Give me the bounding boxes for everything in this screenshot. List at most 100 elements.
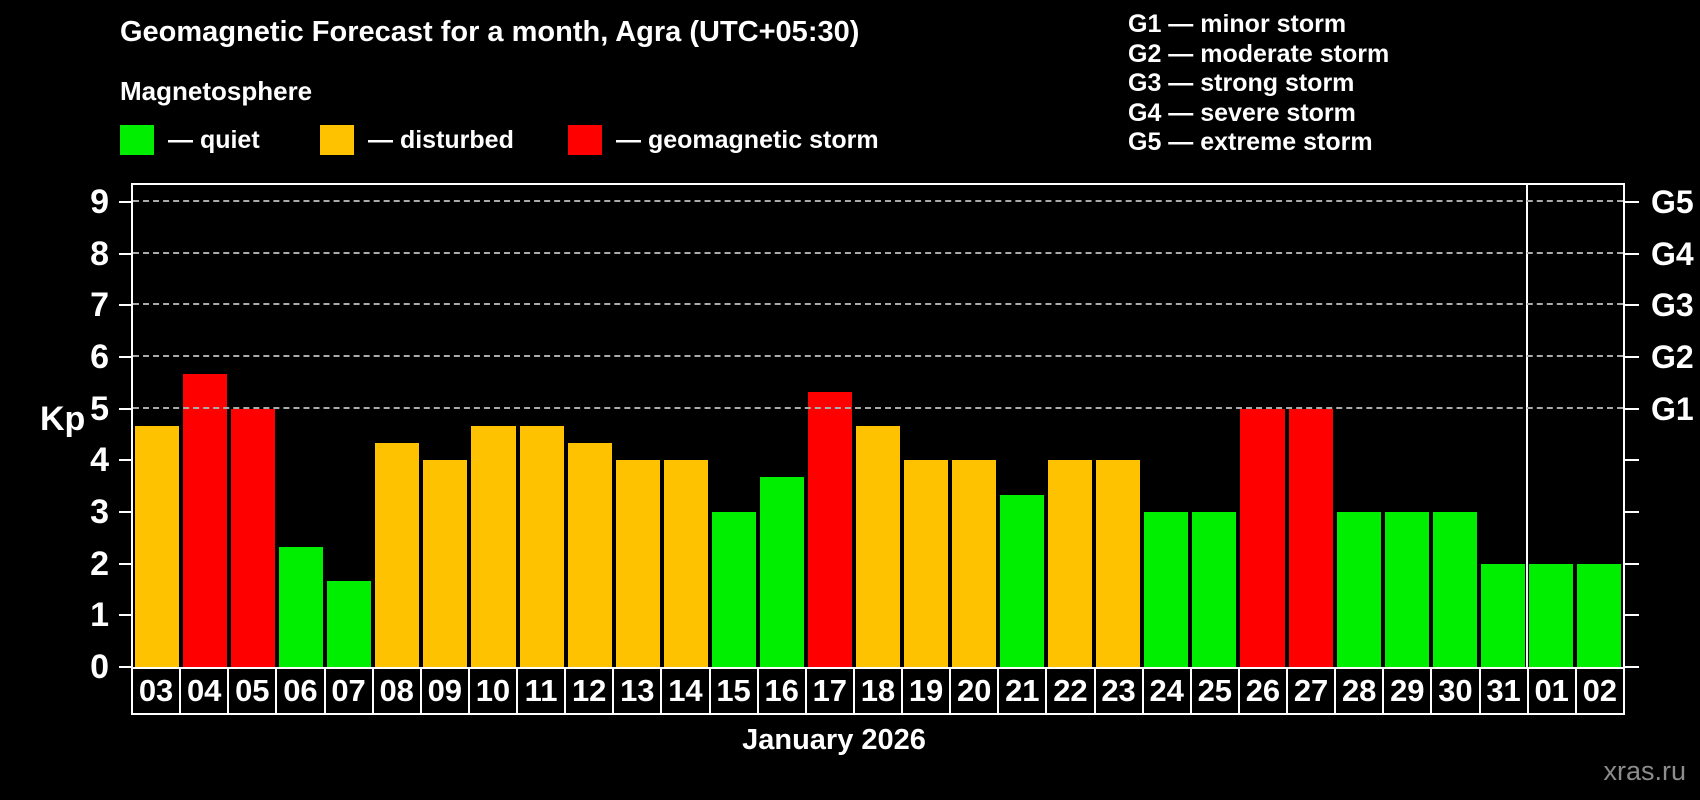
bars [135, 185, 1621, 667]
date-cell-16: 16 [756, 667, 807, 715]
right-tick-4 [1624, 459, 1639, 462]
date-cell-17: 17 [804, 667, 855, 715]
bar-day-23 [1096, 460, 1141, 667]
bar-day-10 [471, 425, 516, 667]
date-cell-25: 25 [1189, 667, 1240, 715]
date-cell-09: 09 [419, 667, 470, 715]
right-tick-6 [1624, 356, 1639, 359]
right-tick-9 [1624, 201, 1639, 204]
bar-day-14 [663, 460, 708, 667]
storm-swatch [568, 125, 602, 155]
left-tick-8 [119, 252, 132, 255]
legend-item-disturbed: — disturbed [320, 124, 514, 156]
date-cell-21: 21 [997, 667, 1048, 715]
g4-scale-line: G4 — severe storm [1128, 98, 1356, 127]
bar-day-13 [615, 460, 660, 667]
y-tick-label-9: 9 [90, 183, 109, 222]
y-tick-label-5: 5 [90, 389, 109, 428]
date-cell-08: 08 [371, 667, 422, 715]
date-cell-29: 29 [1382, 667, 1433, 715]
bar-day-30 [1432, 512, 1477, 667]
left-tick-2 [119, 562, 132, 565]
bar-day-15 [711, 512, 756, 667]
g2-scale-line: G2 — moderate storm [1128, 39, 1390, 68]
magnetosphere-label: Magnetosphere [120, 76, 313, 106]
storm-label: — geomagnetic storm [616, 125, 879, 154]
bar-day-22 [1048, 460, 1093, 667]
left-tick-4 [119, 459, 132, 462]
right-tick-3 [1624, 511, 1639, 514]
bar-day-02 [1576, 563, 1621, 667]
y-tick-label-0: 0 [90, 648, 109, 686]
date-cell-31: 31 [1478, 667, 1529, 715]
bar-day-01 [1528, 563, 1573, 667]
gridline-kp9 [133, 200, 1623, 203]
date-cell-05: 05 [227, 667, 278, 715]
date-cell-20: 20 [949, 667, 1000, 715]
date-cell-15: 15 [708, 667, 759, 715]
bar-day-12 [567, 443, 612, 667]
y-tick-label-8: 8 [90, 234, 109, 273]
date-cell-06: 06 [275, 667, 326, 715]
g5-scale-line: G5 — extreme storm [1128, 128, 1373, 156]
y-tick-label-7: 7 [90, 286, 109, 325]
date-cell-18: 18 [852, 667, 903, 715]
right-tick-8 [1624, 252, 1639, 255]
bar-day-20 [952, 460, 997, 667]
gridline-kp8 [133, 251, 1623, 254]
right-tick-2 [1624, 562, 1639, 565]
date-cell-01: 01 [1526, 667, 1577, 715]
bar-day-18 [855, 425, 900, 667]
x-axis-date-row: 03 04 05 06 07 08 09 10 11 12 13 14 15 16 17 18 19 20 21 22… [131, 667, 1625, 715]
left-tick-7 [119, 304, 132, 307]
watermark: xras.ru [1603, 756, 1686, 786]
bar-day-04 [183, 374, 228, 667]
chart-title: Geomagnetic Forecast for a month, Agra (… [120, 16, 860, 48]
bar-day-21 [1000, 494, 1045, 667]
g-scale-label-G3: G3 [1651, 287, 1694, 324]
y-tick-label-2: 2 [90, 544, 109, 583]
date-cell-11: 11 [516, 667, 567, 715]
bar-day-26 [1240, 408, 1285, 667]
bar-day-25 [1192, 512, 1237, 667]
date-cell-19: 19 [901, 667, 952, 715]
left-tick-3 [119, 511, 132, 514]
g-scale-label-G2: G2 [1651, 339, 1694, 376]
bar-day-11 [519, 425, 564, 667]
right-tick-1 [1624, 614, 1639, 617]
y-tick-label-4: 4 [90, 441, 109, 480]
legend-item-quiet: — quiet [120, 124, 260, 156]
date-cell-23: 23 [1093, 667, 1144, 715]
left-tick-9 [119, 201, 132, 204]
bar-day-17 [807, 391, 852, 667]
bar-day-06 [279, 546, 324, 667]
date-cell-02: 02 [1574, 667, 1625, 715]
disturbed-swatch [320, 125, 354, 155]
date-cell-10: 10 [467, 667, 518, 715]
x-axis-label: January 2026 [742, 724, 926, 756]
bar-day-05 [231, 408, 276, 667]
y-axis-label: Kp [40, 400, 86, 438]
bar-day-28 [1336, 512, 1381, 667]
date-cell-27: 27 [1286, 667, 1337, 715]
y-tick-label-1: 1 [90, 596, 109, 635]
bar-day-24 [1144, 512, 1189, 667]
bar-day-29 [1384, 512, 1429, 667]
date-cell-12: 12 [564, 667, 615, 715]
date-cell-07: 07 [323, 667, 374, 715]
bar-day-03 [135, 425, 180, 667]
right-tick-5 [1624, 407, 1639, 410]
gridline-kp5 [133, 406, 1623, 409]
left-tick-5 [119, 407, 132, 410]
g-scale-label-G5: G5 [1651, 184, 1694, 221]
bar-day-09 [423, 460, 468, 667]
g1-scale-line: G1 — minor storm [1128, 10, 1347, 38]
left-tick-0 [119, 666, 132, 668]
disturbed-label: — disturbed [368, 125, 514, 154]
gridline-kp7 [133, 303, 1623, 306]
right-tick-0 [1624, 666, 1639, 668]
date-cell-14: 14 [660, 667, 711, 715]
g3-scale-line: G3 — strong storm [1128, 69, 1355, 97]
bar-day-07 [327, 580, 372, 667]
